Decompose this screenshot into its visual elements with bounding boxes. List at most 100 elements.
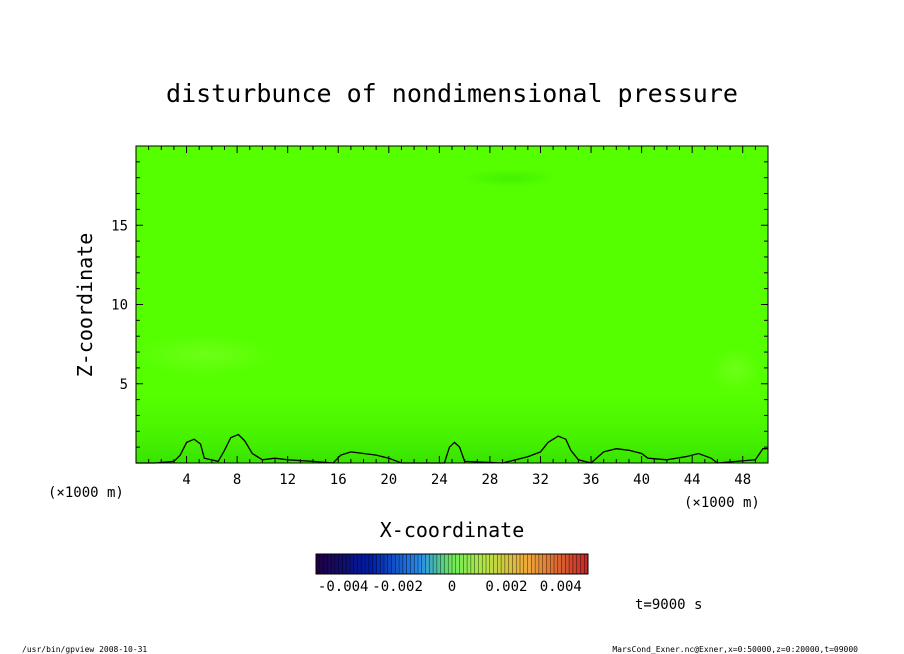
colorbar-cell xyxy=(467,554,472,574)
y-tick-label: 10 xyxy=(111,298,128,314)
colorbar-cell xyxy=(569,554,574,574)
colorbar-cell xyxy=(399,554,404,574)
colorbar-cell xyxy=(527,554,532,574)
colorbar-cell xyxy=(380,554,385,574)
colorbar-cell xyxy=(542,554,547,574)
colorbar-cell xyxy=(489,554,494,574)
x-tick-label: 16 xyxy=(330,472,347,488)
colorbar-tick-label: 0.002 xyxy=(485,579,527,595)
y-axis-label: Z-coordinate xyxy=(73,233,97,378)
colorbar-cell xyxy=(520,554,525,574)
y-unit-label: (×1000 m) xyxy=(48,485,124,501)
colorbar-cell xyxy=(346,554,351,574)
x-unit-label: (×1000 m) xyxy=(684,495,760,511)
colorbar-tick-label: 0 xyxy=(448,579,456,595)
colorbar-tick-label: -0.004 xyxy=(318,579,369,595)
terrain-contour xyxy=(136,433,768,464)
colorbar-cell xyxy=(504,554,509,574)
heatmap-lower-band xyxy=(136,395,768,463)
colorbar-tick-label: -0.002 xyxy=(372,579,423,595)
chart-title: disturbunce of nondimensional pressure xyxy=(166,79,738,108)
colorbar-cell xyxy=(331,554,336,574)
heatmap-blob xyxy=(135,335,275,375)
colorbar-cell xyxy=(327,554,332,574)
colorbar-cell xyxy=(565,554,570,574)
colorbar-cell xyxy=(470,554,475,574)
x-tick-label: 8 xyxy=(233,472,241,488)
colorbar-cell xyxy=(338,554,343,574)
colorbar-cell xyxy=(497,554,502,574)
colorbar-cell xyxy=(323,554,328,574)
time-label: t=9000 s xyxy=(635,597,702,613)
colorbar-cell xyxy=(319,554,324,574)
x-tick-label: 36 xyxy=(583,472,600,488)
colorbar-cell xyxy=(538,554,543,574)
colorbar-cell xyxy=(452,554,457,574)
x-tick-label: 48 xyxy=(734,472,751,488)
colorbar-cell xyxy=(493,554,498,574)
colorbar-cell xyxy=(387,554,392,574)
x-tick-label: 28 xyxy=(481,472,498,488)
colorbar-cell xyxy=(554,554,559,574)
colorbar-frame xyxy=(315,553,589,575)
colorbar-cell xyxy=(368,554,373,574)
heatmap-blob xyxy=(462,169,558,187)
colorbar-cell xyxy=(384,554,389,574)
colorbar-cell xyxy=(433,554,438,574)
heatmap-blob xyxy=(710,348,760,392)
colorbar-cell xyxy=(334,554,339,574)
x-tick-label: 32 xyxy=(532,472,549,488)
x-tick-label: 12 xyxy=(279,472,296,488)
colorbar-cell xyxy=(365,554,370,574)
colorbar-cell xyxy=(376,554,381,574)
colorbar-cell xyxy=(425,554,430,574)
colorbar-cell xyxy=(501,554,506,574)
colorbar-cell xyxy=(516,554,521,574)
colorbar-cell xyxy=(508,554,513,574)
colorbar-cell xyxy=(584,554,589,574)
colorbar-cell xyxy=(478,554,483,574)
colorbar-cell xyxy=(459,554,464,574)
colorbar-cell xyxy=(429,554,434,574)
colorbar-cell xyxy=(561,554,566,574)
x-tick-label: 20 xyxy=(380,472,397,488)
colorbar-cell xyxy=(576,554,581,574)
colorbar-cell xyxy=(474,554,479,574)
colorbar-cell xyxy=(448,554,453,574)
colorbar-cell xyxy=(557,554,562,574)
x-axis-label: X-coordinate xyxy=(380,518,525,542)
colorbar-cell xyxy=(580,554,585,574)
colorbar-cell xyxy=(418,554,423,574)
footer-right: MarsCond_Exner.nc@Exner,x=0:50000,z=0:20… xyxy=(612,645,858,654)
colorbar-cell xyxy=(436,554,441,574)
colorbar-cell xyxy=(550,554,555,574)
colorbar-cell xyxy=(421,554,426,574)
colorbar-cell xyxy=(512,554,517,574)
footer-left: /usr/bin/gpview 2008-10-31 xyxy=(22,645,147,654)
colorbar-cell xyxy=(402,554,407,574)
colorbar-cell xyxy=(455,554,460,574)
colorbar-cell xyxy=(535,554,540,574)
colorbar-cell xyxy=(350,554,355,574)
colorbar-cell xyxy=(361,554,366,574)
colorbar-cell xyxy=(486,554,491,574)
x-tick-label: 44 xyxy=(684,472,701,488)
y-tick-label: 15 xyxy=(111,218,128,234)
colorbar: -0.004 -0.002 0 0.002 0.004 xyxy=(315,553,589,595)
colorbar-cell xyxy=(395,554,400,574)
colorbar-cell xyxy=(531,554,536,574)
x-tick-label: 24 xyxy=(431,472,448,488)
colorbar-cell xyxy=(444,554,449,574)
colorbar-cell xyxy=(482,554,487,574)
colorbar-tick-label: 0.004 xyxy=(540,579,582,595)
colorbar-cell xyxy=(440,554,445,574)
colorbar-cell xyxy=(316,554,321,574)
x-tick-label: 4 xyxy=(182,472,190,488)
colorbar-cell xyxy=(406,554,411,574)
colorbar-cell xyxy=(410,554,415,574)
colorbar-cell xyxy=(546,554,551,574)
y-tick-label: 5 xyxy=(120,377,128,393)
colorbar-cell xyxy=(342,554,347,574)
x-tick-label: 40 xyxy=(633,472,650,488)
